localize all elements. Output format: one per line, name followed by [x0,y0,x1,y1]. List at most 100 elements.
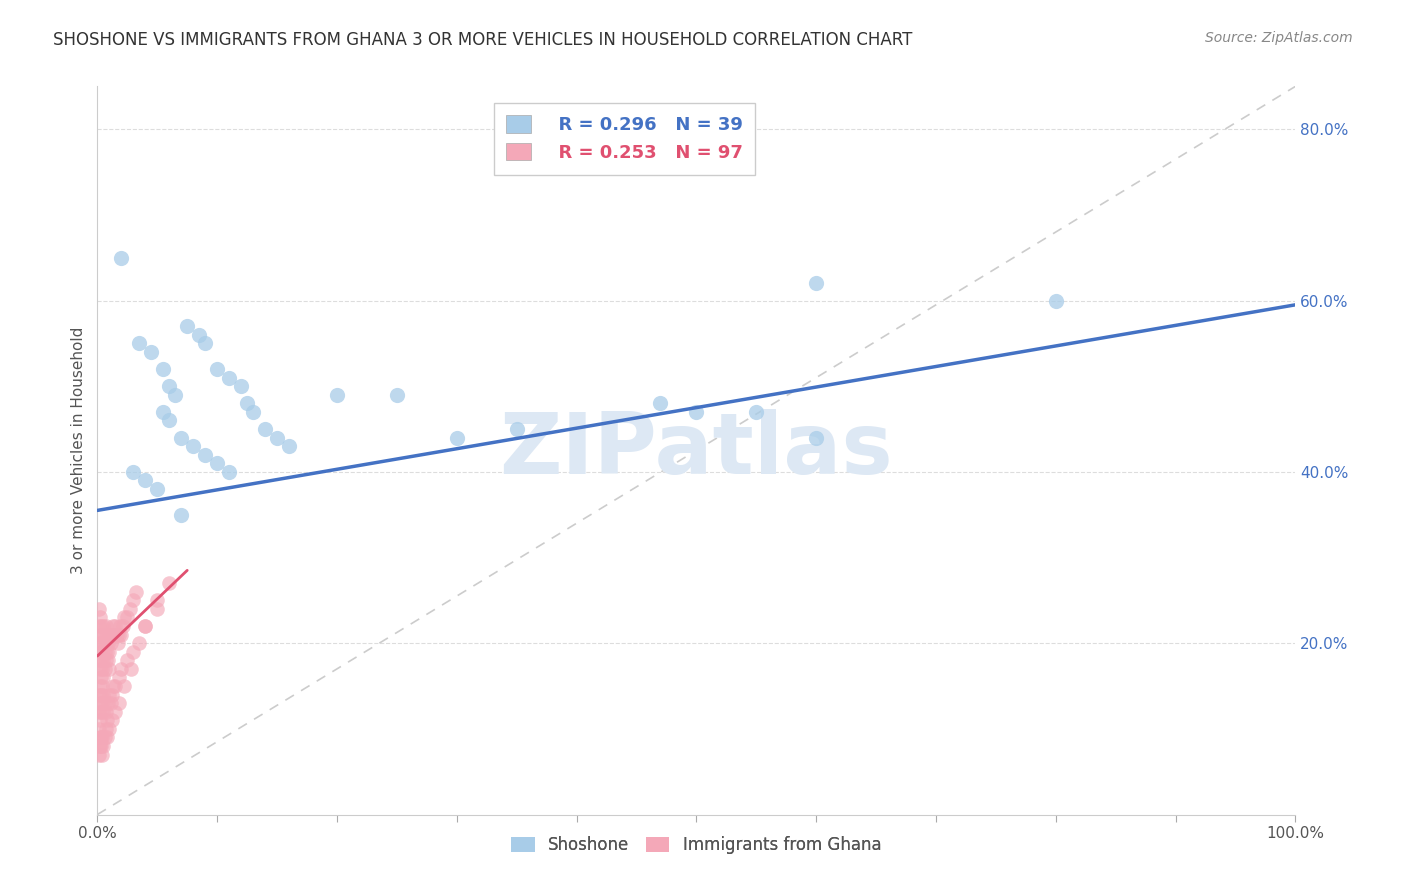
Point [98,688,121,702]
Point [118,602,141,616]
Point [87,653,110,667]
Point [103,627,125,641]
Point [93,696,115,710]
Point [104,679,127,693]
Point [134,619,156,633]
Point [110,251,132,265]
Point [134,474,156,488]
Point [122,465,145,479]
Point [205,456,228,470]
Point [90,670,112,684]
Point [104,619,127,633]
Point [93,688,115,702]
Point [93,731,115,745]
Point [89,662,111,676]
Point [205,362,228,376]
Point [94,619,117,633]
Point [87,722,110,736]
Point [96,731,118,745]
Point [90,705,112,719]
Point [98,645,121,659]
Point [94,722,117,736]
Point [101,619,124,633]
Point [93,645,115,659]
Point [194,336,217,351]
Point [87,688,110,702]
Point [188,327,211,342]
Point [266,431,288,445]
Point [117,653,139,667]
Point [107,636,129,650]
Point [87,747,110,762]
Point [218,370,240,384]
Point [93,636,115,650]
Point [89,645,111,659]
Point [98,722,121,736]
Point [108,696,131,710]
Point [101,679,124,693]
Point [112,679,135,693]
Point [806,431,828,445]
Point [90,619,112,633]
Point [98,627,121,641]
Point [91,679,114,693]
Point [93,662,115,676]
Point [134,619,156,633]
Point [242,405,264,419]
Point [89,627,111,641]
Point [141,345,163,359]
Point [170,431,193,445]
Point [194,448,217,462]
Point [105,627,128,641]
Point [745,405,768,419]
Point [278,439,301,453]
Point [650,396,672,410]
Point [96,645,118,659]
Point [90,636,112,650]
Text: SHOSHONE VS IMMIGRANTS FROM GHANA 3 OR MORE VEHICLES IN HOUSEHOLD CORRELATION CH: SHOSHONE VS IMMIGRANTS FROM GHANA 3 OR M… [53,31,912,49]
Point [125,584,148,599]
Point [93,627,115,641]
Point [91,627,114,641]
Point [100,688,122,702]
Point [110,662,132,676]
Point [87,602,110,616]
Point [505,122,527,136]
Point [97,653,120,667]
Point [111,619,134,633]
Point [89,610,111,624]
Point [93,705,115,719]
Point [229,379,252,393]
Point [117,610,139,624]
Legend: Shoshone, Immigrants from Ghana: Shoshone, Immigrants from Ghana [505,830,889,861]
Point [87,739,110,753]
Point [104,705,127,719]
Point [146,602,169,616]
Point [89,713,111,727]
Point [128,336,150,351]
Point [128,636,150,650]
Point [91,747,114,762]
Point [90,653,112,667]
Point [112,610,135,624]
Point [181,439,204,453]
Point [170,508,193,522]
Point [505,422,527,436]
Point [1045,293,1067,308]
Point [146,593,169,607]
Point [176,319,198,334]
Text: Source: ZipAtlas.com: Source: ZipAtlas.com [1205,31,1353,45]
Point [94,636,117,650]
Point [94,705,117,719]
Point [685,405,707,419]
Point [97,636,120,650]
Point [385,388,408,402]
Point [91,645,114,659]
Point [97,696,120,710]
Point [91,731,114,745]
Point [108,670,131,684]
Point [236,396,259,410]
Point [96,627,118,641]
Point [108,619,131,633]
Point [152,405,174,419]
